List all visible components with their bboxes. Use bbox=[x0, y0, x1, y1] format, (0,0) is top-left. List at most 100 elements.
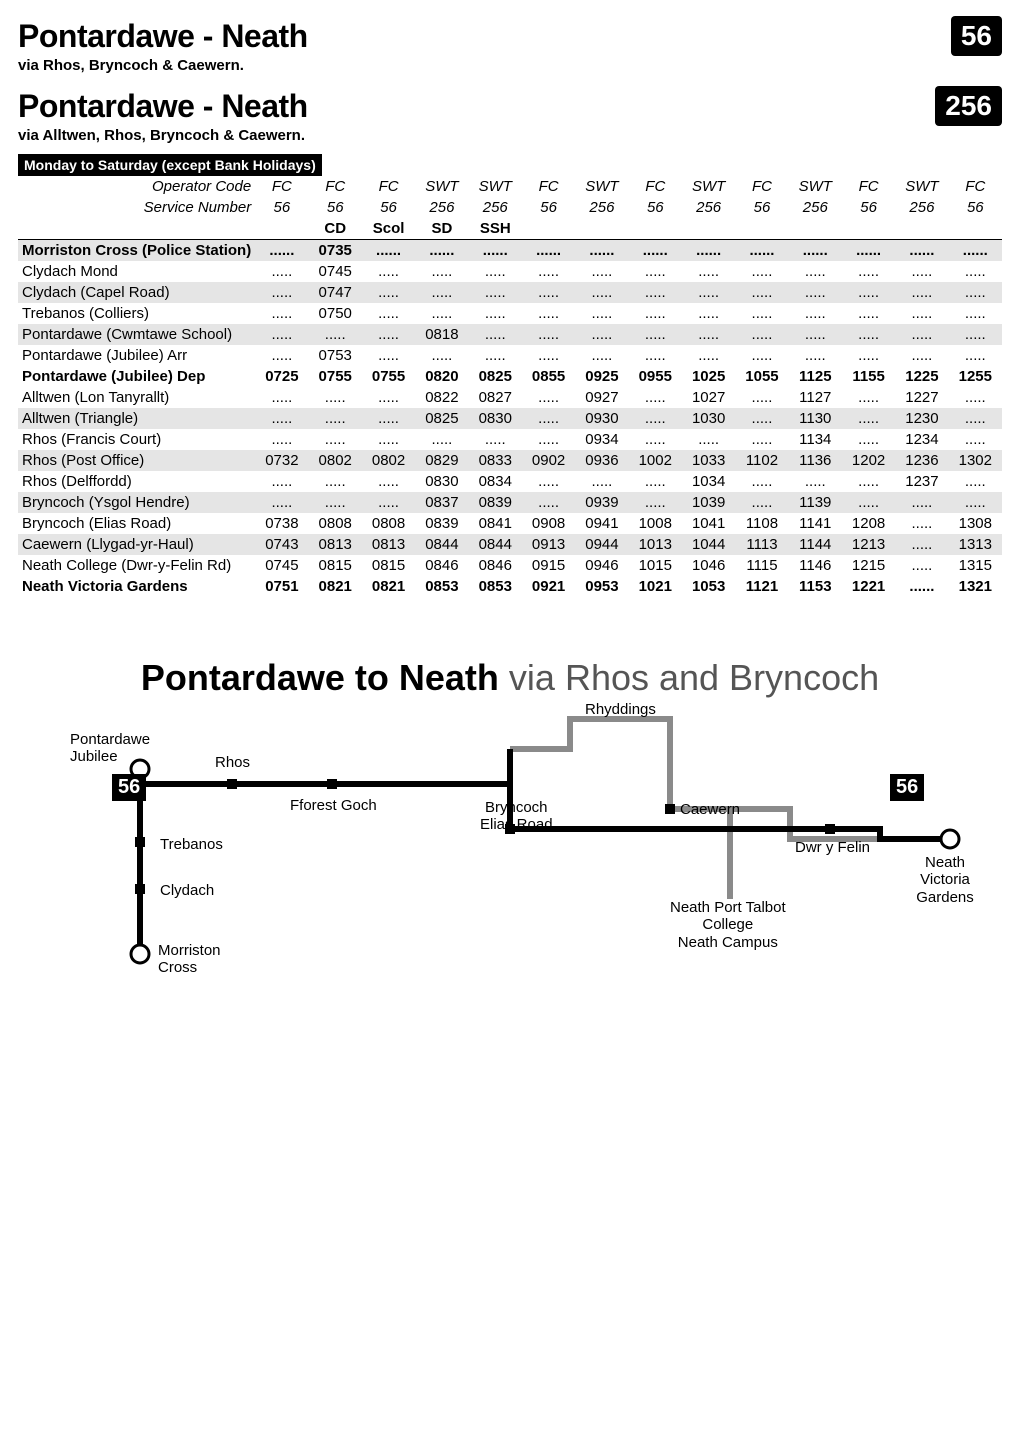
time-cell: FC bbox=[522, 176, 575, 197]
time-cell: ..... bbox=[362, 387, 415, 408]
time-cell: ..... bbox=[575, 345, 628, 366]
lbl-dwr: Dwr y Felin bbox=[795, 839, 870, 856]
stop-name: Bryncoch (Ysgol Hendre) bbox=[18, 492, 255, 513]
stop-name bbox=[18, 218, 255, 240]
time-cell: 0829 bbox=[415, 450, 468, 471]
stop-name: Clydach (Capel Road) bbox=[18, 282, 255, 303]
time-cell: ..... bbox=[789, 303, 842, 324]
route-via-2: via Alltwen, Rhos, Bryncoch & Caewern. bbox=[18, 127, 1002, 144]
time-cell: ..... bbox=[362, 429, 415, 450]
time-cell: 0936 bbox=[575, 450, 628, 471]
time-cell: FC bbox=[949, 176, 1002, 197]
diagram-heading-bold: Pontardawe to Neath bbox=[141, 657, 499, 698]
time-cell: 56 bbox=[949, 197, 1002, 218]
time-cell: ..... bbox=[789, 261, 842, 282]
time-cell: SWT bbox=[682, 176, 735, 197]
table-row: Morriston Cross (Police Station)......07… bbox=[18, 240, 1002, 262]
table-row: Bryncoch (Elias Road)0738080808080839084… bbox=[18, 513, 1002, 534]
time-cell: ..... bbox=[362, 492, 415, 513]
time-cell: 256 bbox=[469, 197, 522, 218]
time-cell: ..... bbox=[842, 492, 895, 513]
time-cell: ..... bbox=[255, 429, 308, 450]
time-cell: 0821 bbox=[362, 576, 415, 597]
time-cell: ..... bbox=[469, 429, 522, 450]
time-cell bbox=[789, 218, 842, 240]
lbl-caewern: Caewern bbox=[680, 801, 740, 818]
time-cell: ..... bbox=[309, 429, 362, 450]
table-row: Clydach (Capel Road).....0747...........… bbox=[18, 282, 1002, 303]
time-cell: ...... bbox=[735, 240, 788, 262]
time-cell: 1125 bbox=[789, 366, 842, 387]
time-cell: ..... bbox=[682, 261, 735, 282]
time-cell: FC bbox=[842, 176, 895, 197]
time-cell: 0944 bbox=[575, 534, 628, 555]
stop-name: Alltwen (Lon Tanyrallt) bbox=[18, 387, 255, 408]
time-cell: ..... bbox=[629, 492, 682, 513]
time-cell: ..... bbox=[415, 429, 468, 450]
time-cell: 0750 bbox=[309, 303, 362, 324]
time-cell: 1044 bbox=[682, 534, 735, 555]
time-cell bbox=[255, 218, 308, 240]
time-cell bbox=[842, 218, 895, 240]
time-cell: 0846 bbox=[415, 555, 468, 576]
time-cell: ...... bbox=[895, 576, 948, 597]
time-cell: ..... bbox=[469, 261, 522, 282]
time-cell: 0830 bbox=[469, 408, 522, 429]
time-cell: FC bbox=[735, 176, 788, 197]
diagram-heading: Pontardawe to Neath via Rhos and Bryncoc… bbox=[18, 657, 1002, 699]
time-cell: ..... bbox=[629, 345, 682, 366]
time-cell: ..... bbox=[522, 324, 575, 345]
time-cell: 56 bbox=[629, 197, 682, 218]
time-cell: 1008 bbox=[629, 513, 682, 534]
time-cell: 0808 bbox=[309, 513, 362, 534]
table-row: Caewern (Llygad-yr-Haul)0743081308130844… bbox=[18, 534, 1002, 555]
time-cell: ..... bbox=[255, 387, 308, 408]
time-cell: 1115 bbox=[735, 555, 788, 576]
time-cell: 1027 bbox=[682, 387, 735, 408]
time-cell: SSH bbox=[469, 218, 522, 240]
time-cell: 1134 bbox=[789, 429, 842, 450]
time-cell: ...... bbox=[789, 240, 842, 262]
table-row: Neath Victoria Gardens075108210821085308… bbox=[18, 576, 1002, 597]
time-cell: 0738 bbox=[255, 513, 308, 534]
time-cell: 0833 bbox=[469, 450, 522, 471]
time-cell: 56 bbox=[735, 197, 788, 218]
time-cell: 1313 bbox=[949, 534, 1002, 555]
time-cell: ..... bbox=[522, 261, 575, 282]
time-cell: ..... bbox=[789, 324, 842, 345]
time-cell: 1055 bbox=[735, 366, 788, 387]
time-cell: ..... bbox=[895, 534, 948, 555]
time-cell: ..... bbox=[682, 429, 735, 450]
time-cell: SWT bbox=[575, 176, 628, 197]
stop-name: Alltwen (Triangle) bbox=[18, 408, 255, 429]
time-cell bbox=[629, 218, 682, 240]
time-cell: FC bbox=[362, 176, 415, 197]
route-diagram: PontardaweJubilee 56 Rhos Fforest Goch T… bbox=[30, 709, 990, 989]
time-cell: FC bbox=[309, 176, 362, 197]
time-cell: 1039 bbox=[682, 492, 735, 513]
time-cell: 1237 bbox=[895, 471, 948, 492]
time-cell: ..... bbox=[362, 345, 415, 366]
time-cell: SWT bbox=[789, 176, 842, 197]
time-cell: ..... bbox=[895, 324, 948, 345]
table-row: Rhos (Post Office)0732080208020829083309… bbox=[18, 450, 1002, 471]
lbl-morriston: MorristonCross bbox=[158, 942, 221, 977]
lbl-rhos: Rhos bbox=[215, 754, 250, 771]
stop-name: Trebanos (Colliers) bbox=[18, 303, 255, 324]
time-cell: 1144 bbox=[789, 534, 842, 555]
time-cell: ..... bbox=[735, 303, 788, 324]
time-cell: 0743 bbox=[255, 534, 308, 555]
time-cell: 0927 bbox=[575, 387, 628, 408]
time-cell: ..... bbox=[842, 303, 895, 324]
time-cell: ..... bbox=[522, 429, 575, 450]
time-cell: SWT bbox=[469, 176, 522, 197]
time-cell: 1136 bbox=[789, 450, 842, 471]
time-cell: 0821 bbox=[309, 576, 362, 597]
time-cell bbox=[949, 218, 1002, 240]
time-cell: ..... bbox=[895, 261, 948, 282]
time-cell: ...... bbox=[415, 240, 468, 262]
time-cell: 56 bbox=[522, 197, 575, 218]
time-cell: 0751 bbox=[255, 576, 308, 597]
time-cell: 1225 bbox=[895, 366, 948, 387]
time-cell: 0822 bbox=[415, 387, 468, 408]
